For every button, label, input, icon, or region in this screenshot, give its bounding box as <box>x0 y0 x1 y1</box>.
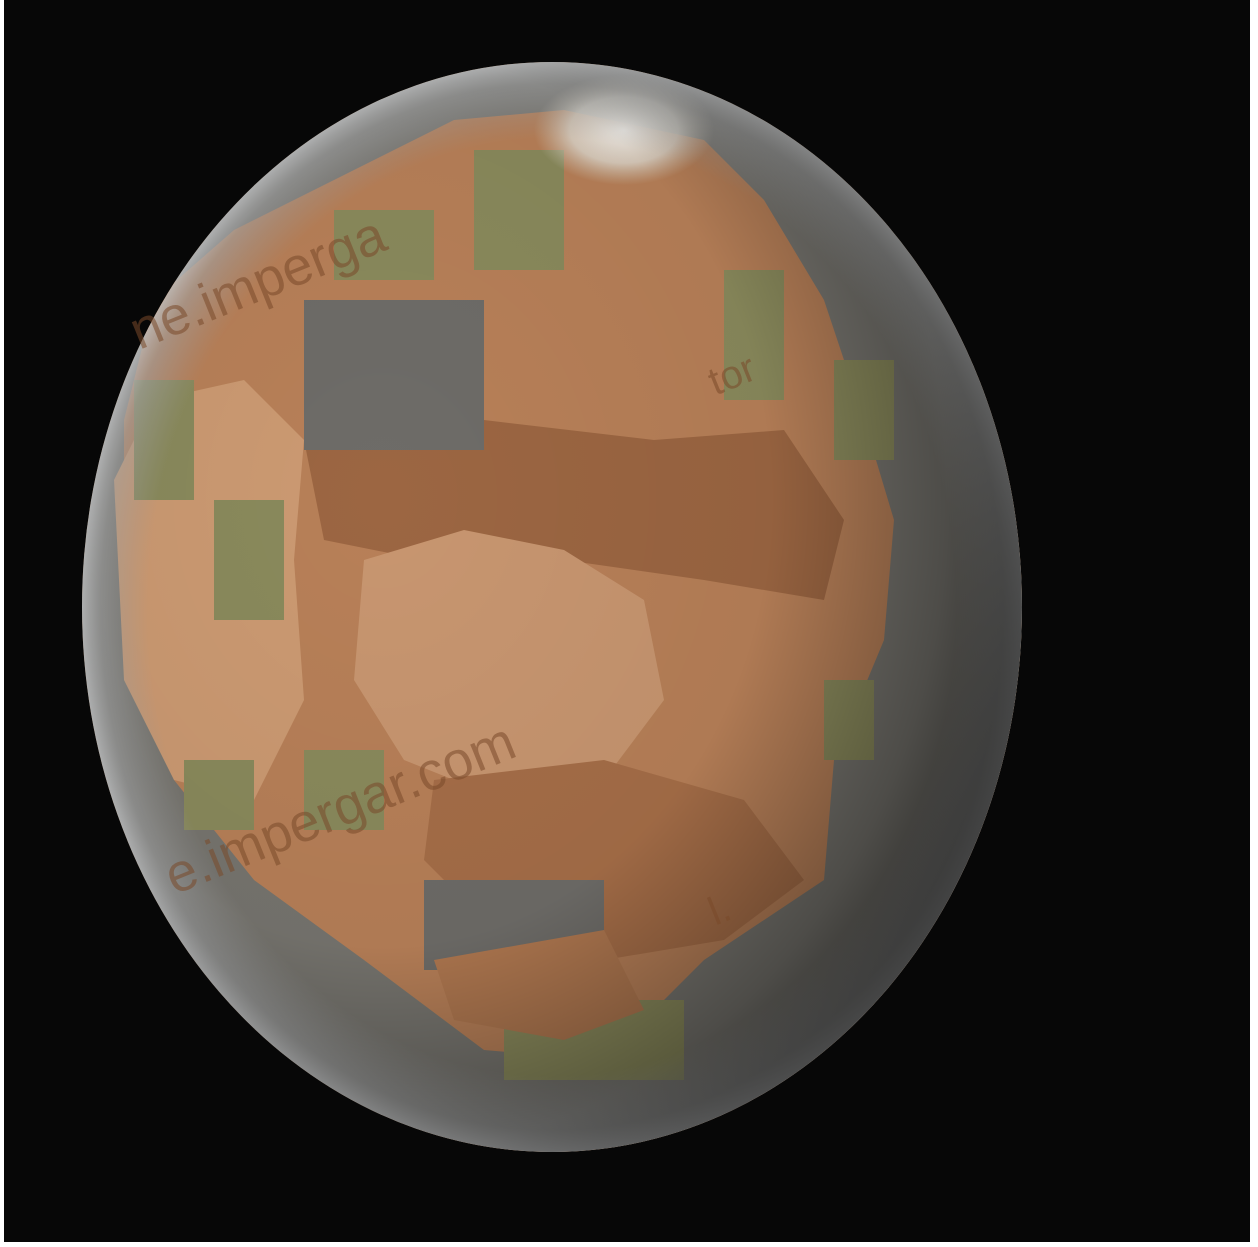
image-frame: ne.imperga e.impergar.com tor l. <box>4 0 1250 1242</box>
planet-illustration <box>82 62 1022 1152</box>
